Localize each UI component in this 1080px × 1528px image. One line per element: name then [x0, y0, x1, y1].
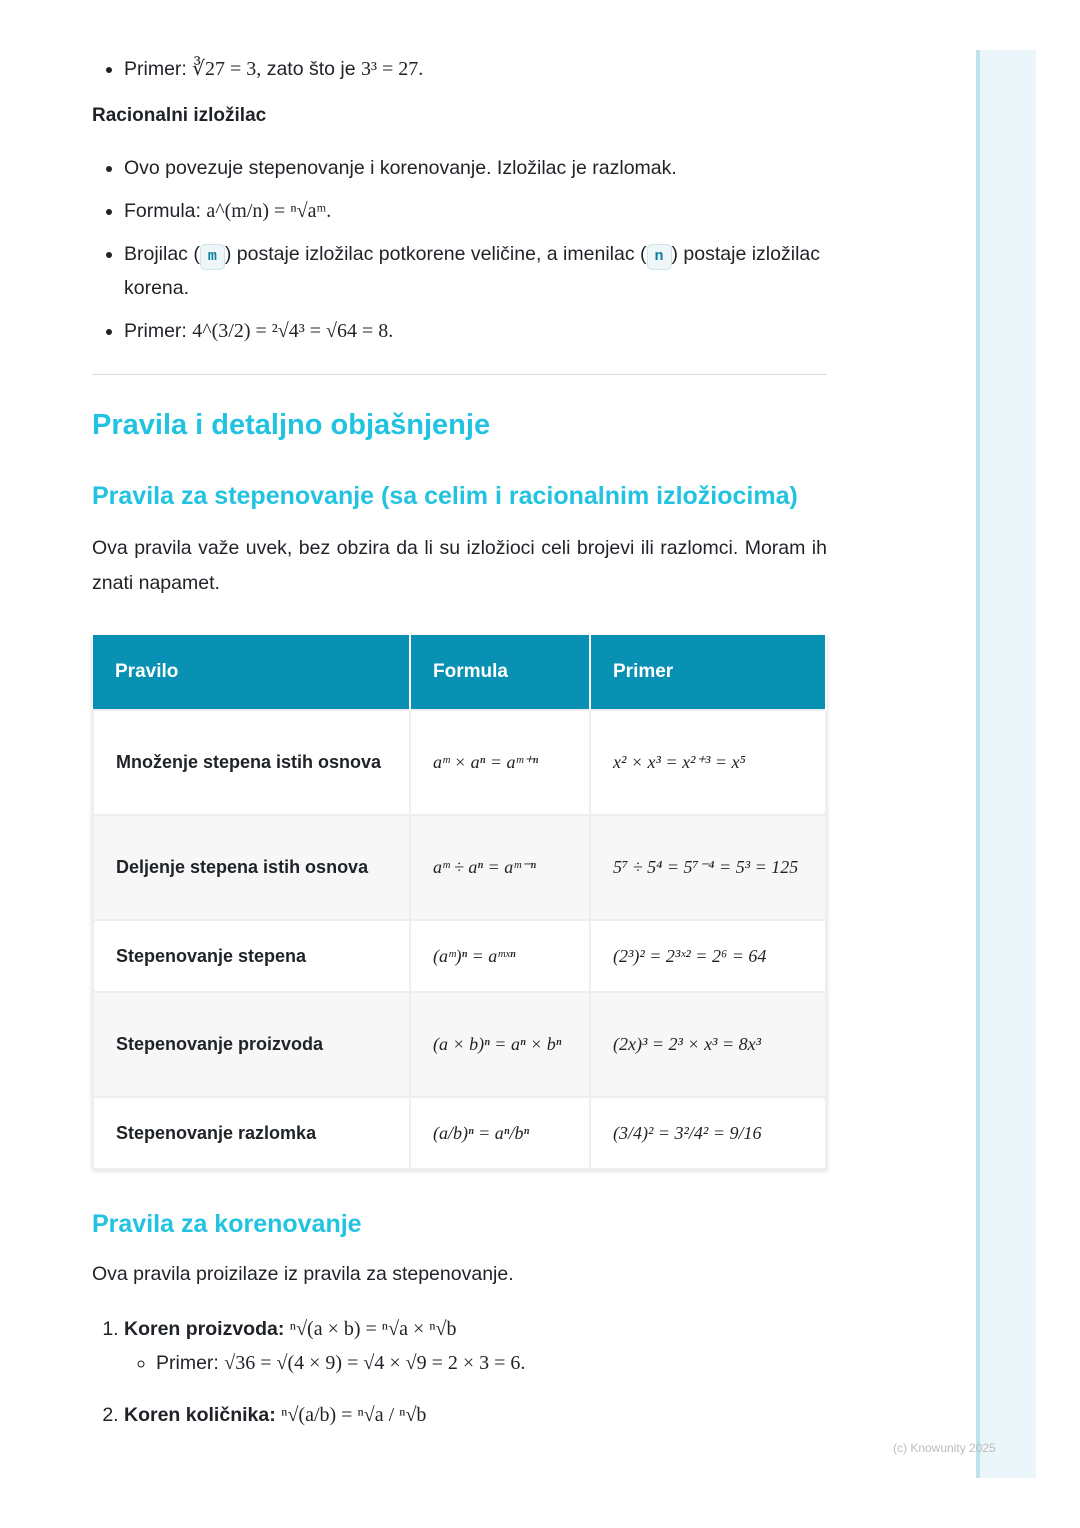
roots-intro: Ova pravila proizilaze iz pravila za ste…	[92, 1263, 514, 1285]
label: Primer:	[124, 58, 187, 80]
item-math: ⁿ√(a × b) = ⁿ√a × ⁿ√b	[289, 1318, 457, 1340]
cell-formula: (a × b)ⁿ = aⁿ × bⁿ	[409, 991, 591, 1098]
text: zato što je	[261, 58, 362, 80]
formula-math: a^(m/n) = ⁿ√aᵐ.	[206, 200, 332, 222]
text: ) postaje izložilac potkorene veličine, …	[224, 243, 647, 265]
cell-rule: Deljenje stepena istih osnova	[92, 814, 411, 921]
cell-example: (2x)³ = 2³ × x³ = 8x³	[589, 991, 827, 1098]
list-item: Koren količnika: ⁿ√(a/b) = ⁿ√a / ⁿ√b	[124, 1398, 827, 1432]
math-power: 3³ = 27.	[361, 58, 424, 80]
list-item: Primer: ∛27 = 3, zato što je 3³ = 27.	[124, 52, 827, 86]
item-label: Koren količnika:	[124, 1404, 276, 1426]
copyright: (c) Knowunity 2025	[893, 1441, 996, 1455]
list-item: Ovo povezuje stepenovanje i korenovanje.…	[124, 151, 827, 185]
text: ) postaje izložilac korena.	[124, 243, 820, 299]
sub-list: Primer: √36 = √(4 × 9) = √4 × √9 = 2 × 3…	[124, 1346, 827, 1380]
header-formula: Formula	[410, 635, 591, 710]
item-math: ⁿ√(a/b) = ⁿ√a / ⁿ√b	[281, 1404, 427, 1426]
cell-formula: aᵐ × aⁿ = aᵐ⁺ⁿ	[409, 709, 591, 816]
roots-list: Koren proizvoda: ⁿ√(a × b) = ⁿ√a × ⁿ√b P…	[92, 1312, 827, 1432]
table-row: Stepenovanje razlomka (a/b)ⁿ = aⁿ/bⁿ (3/…	[92, 1096, 827, 1170]
table-header-row: Pravilo Formula Primer	[93, 635, 827, 710]
side-panel	[976, 50, 1036, 1478]
code-m: m	[199, 244, 225, 270]
list-item: Primer: √36 = √(4 × 9) = √4 × √9 = 2 × 3…	[156, 1346, 827, 1380]
example-list: Primer: ∛27 = 3, zato što je 3³ = 27.	[92, 52, 827, 86]
list-item: Primer: 4^(3/2) = ²√4³ = √64 = 8.	[124, 314, 827, 348]
cell-rule: Množenje stepena istih osnova	[92, 709, 411, 816]
cell-rule: Stepenovanje razlomka	[92, 1096, 411, 1170]
table-row: Deljenje stepena istih osnova aᵐ ÷ aⁿ = …	[92, 814, 827, 921]
header-rule: Pravilo	[93, 635, 411, 710]
cell-example: (2³)² = 2³ˣ² = 2⁶ = 64	[589, 919, 827, 993]
list-item: Brojilac (m) postaje izložilac potkorene…	[124, 237, 827, 305]
document-content: Primer: ∛27 = 3, zato što je 3³ = 27. Ra…	[92, 0, 827, 1441]
cell-example: x² × x³ = x²⁺³ = x⁵	[589, 709, 827, 816]
cell-formula: (a/b)ⁿ = aⁿ/bⁿ	[409, 1096, 591, 1170]
label: Formula:	[124, 200, 207, 222]
rational-heading: Racionalni izložilac	[92, 105, 267, 126]
example-math: √36 = √(4 × 9) = √4 × √9 = 2 × 3 = 6.	[224, 1352, 526, 1374]
table-row: Stepenovanje proizvoda (a × b)ⁿ = aⁿ × b…	[92, 991, 827, 1098]
roots-title: Pravila za korenovanje	[92, 1210, 362, 1238]
table-row: Stepenovanje stepena (aᵐ)ⁿ = aᵐˣⁿ (2³)² …	[92, 919, 827, 993]
list-item: Formula: a^(m/n) = ⁿ√aᵐ.	[124, 194, 827, 228]
rules-table: Pravilo Formula Primer Množenje stepena …	[92, 635, 827, 1170]
table-row: Množenje stepena istih osnova aᵐ × aⁿ = …	[92, 709, 827, 816]
cell-rule: Stepenovanje stepena	[92, 919, 411, 993]
math-root: ∛27 = 3,	[192, 58, 262, 80]
cell-rule: Stepenovanje proizvoda	[92, 991, 411, 1098]
cell-formula: (aᵐ)ⁿ = aᵐˣⁿ	[409, 919, 591, 993]
item-label: Koren proizvoda:	[124, 1318, 285, 1340]
page-title: Pravila i detaljno objašnjenje	[92, 409, 491, 441]
divider	[92, 374, 827, 375]
cell-formula: aᵐ ÷ aⁿ = aᵐ⁻ⁿ	[409, 814, 591, 921]
cell-example: (3/4)² = 3²/4² = 9/16	[589, 1096, 827, 1170]
label: Primer:	[124, 320, 193, 342]
list-item: Koren proizvoda: ⁿ√(a × b) = ⁿ√a × ⁿ√b P…	[124, 1312, 827, 1380]
example-math: 4^(3/2) = ²√4³ = √64 = 8.	[192, 320, 394, 342]
powers-intro: Ova pravila važe uvek, bez obzira da li …	[92, 537, 827, 594]
header-example: Primer	[590, 635, 827, 710]
rational-list: Ovo povezuje stepenovanje i korenovanje.…	[92, 151, 827, 348]
label: Primer:	[156, 1352, 225, 1374]
powers-title: Pravila za stepenovanje (sa celim i raci…	[92, 482, 798, 510]
cell-example: 5⁷ ÷ 5⁴ = 5⁷⁻⁴ = 5³ = 125	[589, 814, 827, 921]
text: Brojilac (	[124, 243, 200, 265]
code-n: n	[646, 244, 672, 270]
